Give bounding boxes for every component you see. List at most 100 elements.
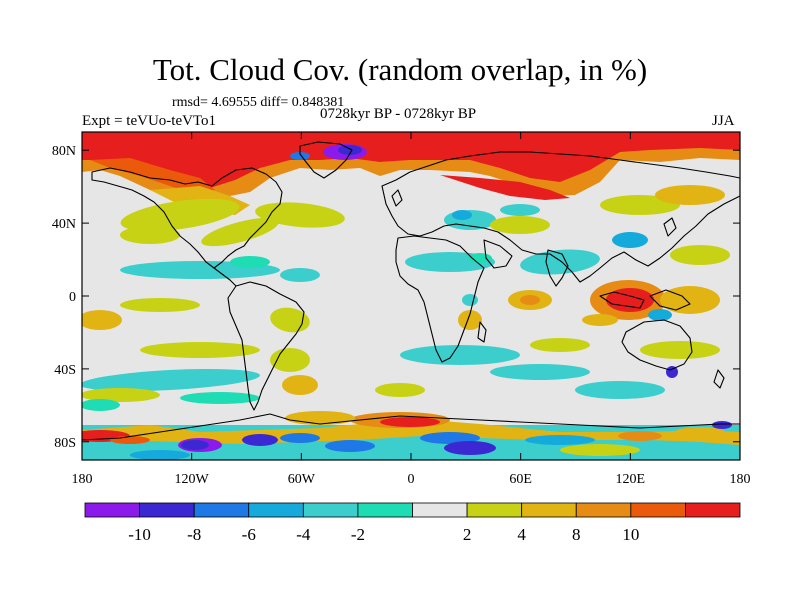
anomaly-patch bbox=[120, 226, 180, 244]
coastline bbox=[299, 141, 353, 179]
colorbar-swatch bbox=[521, 502, 577, 518]
anomaly-patch bbox=[582, 314, 618, 326]
colorbar-label: -8 bbox=[187, 525, 201, 544]
anomaly-patch bbox=[520, 295, 540, 305]
colorbar-swatch bbox=[575, 502, 632, 518]
anomaly-patch bbox=[290, 152, 310, 160]
anomaly-patch bbox=[325, 440, 375, 452]
period-label: 0728kyr BP - 0728kyr BP bbox=[320, 106, 477, 122]
anomaly-patch bbox=[420, 432, 480, 444]
coastline bbox=[227, 281, 305, 411]
anomaly-patch bbox=[180, 392, 260, 404]
anomaly-patch bbox=[338, 145, 362, 155]
colorbar-label: 2 bbox=[463, 525, 472, 544]
lon-tick-label: 180 bbox=[72, 472, 93, 487]
anomaly-patch bbox=[280, 268, 320, 282]
anomaly-patch bbox=[270, 348, 310, 372]
colorbar-swatch bbox=[685, 502, 741, 518]
anomaly-patch bbox=[440, 175, 570, 200]
anomaly-patch bbox=[130, 450, 190, 460]
lat-tick-label: 0 bbox=[69, 290, 76, 305]
anomaly-patch bbox=[282, 375, 318, 395]
experiment-label: Expt = teVUo-teVTo1 bbox=[82, 113, 217, 129]
lat-tick-label: 40S bbox=[54, 363, 76, 378]
anomaly-patch bbox=[110, 436, 150, 444]
coastline bbox=[91, 167, 283, 269]
anomaly-patch bbox=[82, 368, 260, 392]
coastline bbox=[213, 267, 237, 287]
anomaly-patch bbox=[82, 310, 122, 330]
lat-tick-label: 80N bbox=[52, 144, 76, 159]
coastline bbox=[713, 369, 725, 389]
colorbar-swatch bbox=[248, 502, 304, 518]
anomaly-patch bbox=[666, 366, 678, 378]
coastline bbox=[649, 289, 691, 311]
anomaly-patch bbox=[400, 345, 520, 365]
season-label: JJA bbox=[712, 113, 735, 129]
coastline bbox=[621, 319, 693, 371]
anomaly-patch bbox=[640, 341, 720, 359]
anomaly-patch bbox=[375, 383, 425, 397]
lat-tick-label: 40N bbox=[52, 217, 76, 232]
lon-tick-label: 60E bbox=[509, 472, 532, 487]
anomaly-patch bbox=[648, 309, 672, 321]
anomaly-patch bbox=[444, 441, 496, 455]
anomaly-patch bbox=[120, 198, 240, 232]
colorbar-swatch bbox=[466, 502, 523, 518]
coastline bbox=[477, 321, 487, 343]
coastline bbox=[395, 235, 485, 363]
colorbar-swatch bbox=[412, 502, 468, 518]
anomaly-patch bbox=[458, 310, 482, 330]
anomaly-patch bbox=[120, 298, 200, 312]
anomaly-patch bbox=[490, 216, 550, 234]
anomaly-patch bbox=[82, 388, 160, 402]
colorbar-label: -2 bbox=[351, 525, 365, 544]
coastline bbox=[545, 249, 569, 287]
colorbar-swatch bbox=[84, 502, 140, 518]
anomaly-patch bbox=[230, 256, 270, 268]
anomaly-patch bbox=[462, 294, 478, 306]
anomaly-patch bbox=[285, 411, 355, 425]
anomaly-patch bbox=[255, 202, 345, 228]
anomaly-patch bbox=[675, 427, 725, 437]
coastline bbox=[599, 291, 645, 309]
colorbar-label: 4 bbox=[517, 525, 526, 544]
anomaly-patch bbox=[452, 210, 472, 220]
anomaly-patch bbox=[270, 307, 310, 333]
colorbar-swatch bbox=[193, 502, 250, 518]
coastline bbox=[663, 217, 677, 237]
anomaly-patch bbox=[500, 204, 540, 216]
anomaly-patch bbox=[140, 342, 260, 358]
coastline bbox=[381, 151, 740, 283]
colorbar-swatch bbox=[357, 502, 413, 518]
anomaly-patch bbox=[618, 431, 662, 441]
lon-tick-label: 120E bbox=[616, 472, 646, 487]
anomaly-patch bbox=[530, 338, 590, 352]
anomaly-patch bbox=[712, 421, 732, 429]
anomaly-patch bbox=[520, 249, 600, 275]
lat-tick-label: 80S bbox=[54, 436, 76, 451]
anomaly-patch bbox=[525, 435, 595, 445]
anomaly-patch bbox=[560, 444, 640, 456]
anomaly-patch bbox=[612, 232, 648, 248]
anomaly-patch bbox=[181, 440, 209, 450]
colorbar-label: -10 bbox=[128, 525, 151, 544]
colorbar-label: -4 bbox=[296, 525, 311, 544]
anomaly-patch bbox=[575, 381, 665, 399]
map-title: Tot. Cloud Cov. (random overlap, in %) bbox=[152, 52, 648, 87]
anomaly-patch bbox=[82, 399, 120, 411]
lon-tick-label: 120W bbox=[175, 472, 210, 487]
colorbar-swatch bbox=[302, 502, 359, 518]
anomaly-patch bbox=[380, 417, 440, 427]
colorbar-label: 10 bbox=[622, 525, 639, 544]
anomaly-patch bbox=[82, 132, 740, 188]
anomaly-patch bbox=[280, 433, 320, 443]
anomaly-patch bbox=[490, 364, 590, 380]
colorbar-swatch bbox=[630, 502, 686, 518]
lon-tick-label: 60W bbox=[288, 472, 316, 487]
anomaly-patch bbox=[242, 434, 278, 446]
lon-tick-label: 180 bbox=[730, 472, 751, 487]
coastline bbox=[391, 189, 403, 207]
stats-label: rmsd= 4.69555 diff= 0.848381 bbox=[172, 95, 345, 110]
